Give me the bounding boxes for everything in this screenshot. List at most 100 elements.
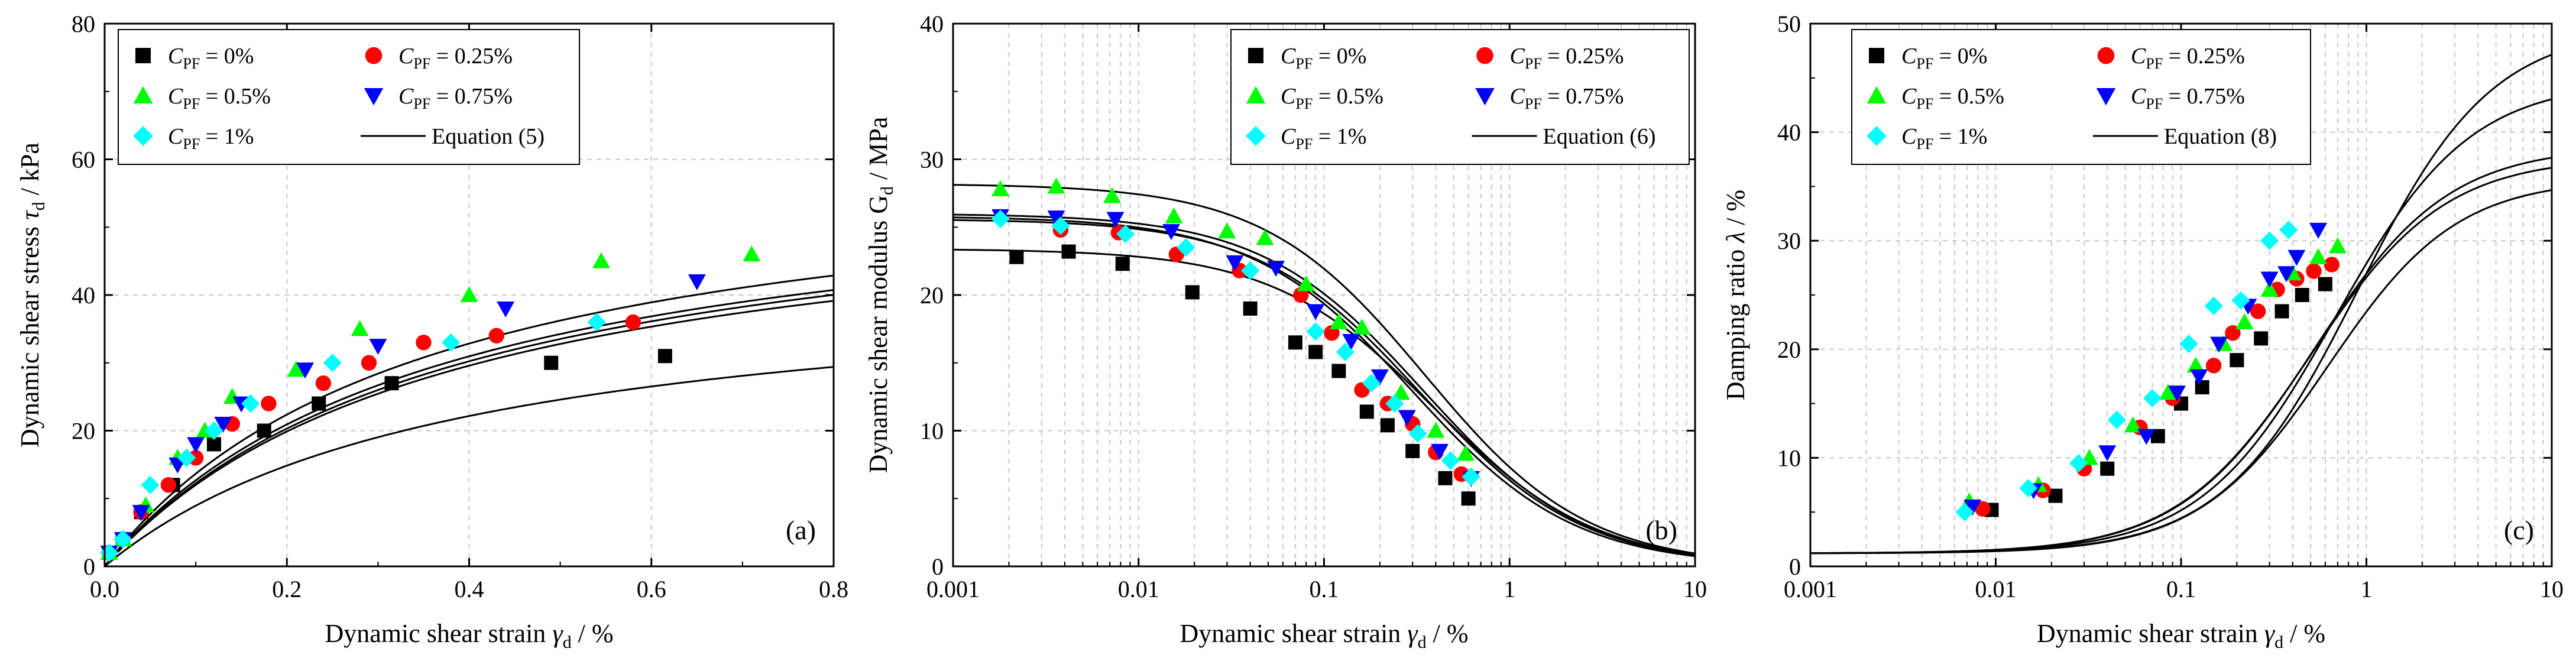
y-tick-label: 10 xyxy=(1777,445,1801,471)
x-tick-label: 0.6 xyxy=(637,576,666,602)
legend-c: CPF = 0% CPF = 0.25% CPF = 0.5% CPF = 0.75%… xyxy=(1851,29,2311,165)
data-point xyxy=(1306,322,1325,341)
data-point xyxy=(1461,491,1476,506)
data-point xyxy=(2209,336,2228,353)
data-point xyxy=(1162,224,1180,241)
data-point xyxy=(625,314,641,330)
series-cpf-075 xyxy=(100,274,706,562)
data-point xyxy=(2260,231,2279,250)
data-point xyxy=(114,530,132,549)
y-tick-label: 50 xyxy=(1777,11,1801,37)
data-point xyxy=(2254,331,2269,346)
data-point xyxy=(312,396,326,411)
data-point xyxy=(351,320,369,336)
data-point xyxy=(1457,445,1475,461)
y-tick-label: 20 xyxy=(920,282,944,309)
data-point xyxy=(1427,422,1445,438)
data-point xyxy=(323,354,342,372)
data-point xyxy=(1362,374,1381,393)
data-point xyxy=(1955,503,1974,521)
x-tick-label: 0.2 xyxy=(272,576,302,602)
x-tick-label: 0.01 xyxy=(1118,576,1159,602)
legend-label-cpf-025: CPF = 0.25% xyxy=(2131,44,2245,72)
legend-marker-cpf-0 xyxy=(135,48,151,63)
data-point xyxy=(1380,418,1395,433)
data-point xyxy=(261,396,277,411)
data-point xyxy=(2098,445,2117,462)
fit-curve-cpf-1 xyxy=(1810,54,2552,555)
data-point xyxy=(2235,313,2254,329)
panel-b: 0.001 0.01 0.1 1 10 0 10 20 30 40 Dynamic shear st… xyxy=(864,11,1707,652)
x-axis-title-c: Dynamic shear strain γd / % xyxy=(2037,619,2325,652)
data-point xyxy=(2019,479,2038,498)
data-point xyxy=(2143,388,2162,408)
legend-equation-label: Equation (5) xyxy=(432,124,545,149)
legend-marker-cpf-05 xyxy=(1867,86,1887,103)
data-point xyxy=(657,349,672,364)
ticks-c: 0.001 0.01 0.1 1 10 0 10 20 30 40 50 xyxy=(1777,11,2564,602)
data-point xyxy=(1438,471,1453,485)
legend-label-cpf-0: CPF = 0% xyxy=(168,44,254,72)
data-point xyxy=(177,448,196,467)
data-point xyxy=(488,328,504,344)
y-tick-label: 80 xyxy=(72,11,95,37)
data-point xyxy=(1330,313,1348,329)
data-point xyxy=(160,477,177,493)
data-point xyxy=(2250,303,2266,319)
data-point xyxy=(1009,249,1024,264)
legend-a: CPF = 0% CPF = 0.25% CPF = 0.5% CPF = 0.75%… xyxy=(118,29,580,165)
data-point xyxy=(1370,369,1389,385)
data-point xyxy=(1462,467,1480,487)
data-point xyxy=(2260,280,2279,297)
fit-curve-cpf-1 xyxy=(105,300,834,566)
ticks-a: 0.0 0.2 0.4 0.6 0.8 0 20 40 60 80 xyxy=(72,11,848,602)
y-axis-title-b: Dynamic shear modulus Gd / MPa xyxy=(864,117,897,474)
data-point xyxy=(2168,385,2186,402)
legend-label-cpf-05: CPF = 0.5% xyxy=(1281,84,1383,112)
data-point xyxy=(1385,394,1404,413)
data-point xyxy=(2279,221,2298,239)
y-tick-label: 0 xyxy=(932,553,944,580)
legend-label-cpf-0: CPF = 0% xyxy=(1281,44,1366,72)
fit-curves-b xyxy=(953,184,1695,557)
data-point xyxy=(2318,277,2332,291)
y-tick-label: 30 xyxy=(1777,228,1801,254)
data-point xyxy=(1103,187,1121,203)
data-point xyxy=(743,245,761,262)
fit-curves-a xyxy=(105,274,834,566)
data-point xyxy=(2100,461,2115,476)
data-point xyxy=(257,423,271,438)
data-point xyxy=(214,417,232,433)
data-point xyxy=(1185,285,1200,300)
panel-a: 0.0 0.2 0.4 0.6 0.8 0 20 40 60 80 Dynamic shear st… xyxy=(15,11,848,652)
data-point xyxy=(1342,334,1360,351)
fit-curves-c xyxy=(1810,54,2552,555)
y-tick-label: 10 xyxy=(920,418,944,445)
data-point xyxy=(2206,358,2222,374)
data-point xyxy=(1308,345,1323,359)
x-tick-label: 1 xyxy=(1504,576,1515,602)
data-point xyxy=(2287,249,2306,266)
data-point xyxy=(2124,416,2142,433)
x-tick-label: 0.8 xyxy=(819,576,848,602)
data-point xyxy=(1331,364,1346,378)
x-tick-label: 0.001 xyxy=(926,576,980,602)
y-tick-label: 40 xyxy=(1777,119,1801,146)
x-tick-label: 10 xyxy=(2540,576,2564,602)
series-cpf-075 xyxy=(1963,222,2328,516)
data-point xyxy=(1051,216,1070,235)
data-point xyxy=(1441,451,1460,470)
data-point xyxy=(1243,301,1258,316)
data-point xyxy=(2277,266,2296,283)
data-point xyxy=(296,362,315,379)
gridlines-a xyxy=(105,24,834,566)
data-point xyxy=(1359,404,1374,419)
data-point xyxy=(587,313,606,332)
data-point xyxy=(2295,288,2309,302)
legend-marker-cpf-025 xyxy=(365,47,383,64)
data-point xyxy=(460,286,478,302)
data-point xyxy=(1047,210,1065,227)
legend-marker-cpf-075 xyxy=(1475,88,1495,106)
data-point xyxy=(2230,353,2244,368)
data-point xyxy=(1431,443,1449,460)
